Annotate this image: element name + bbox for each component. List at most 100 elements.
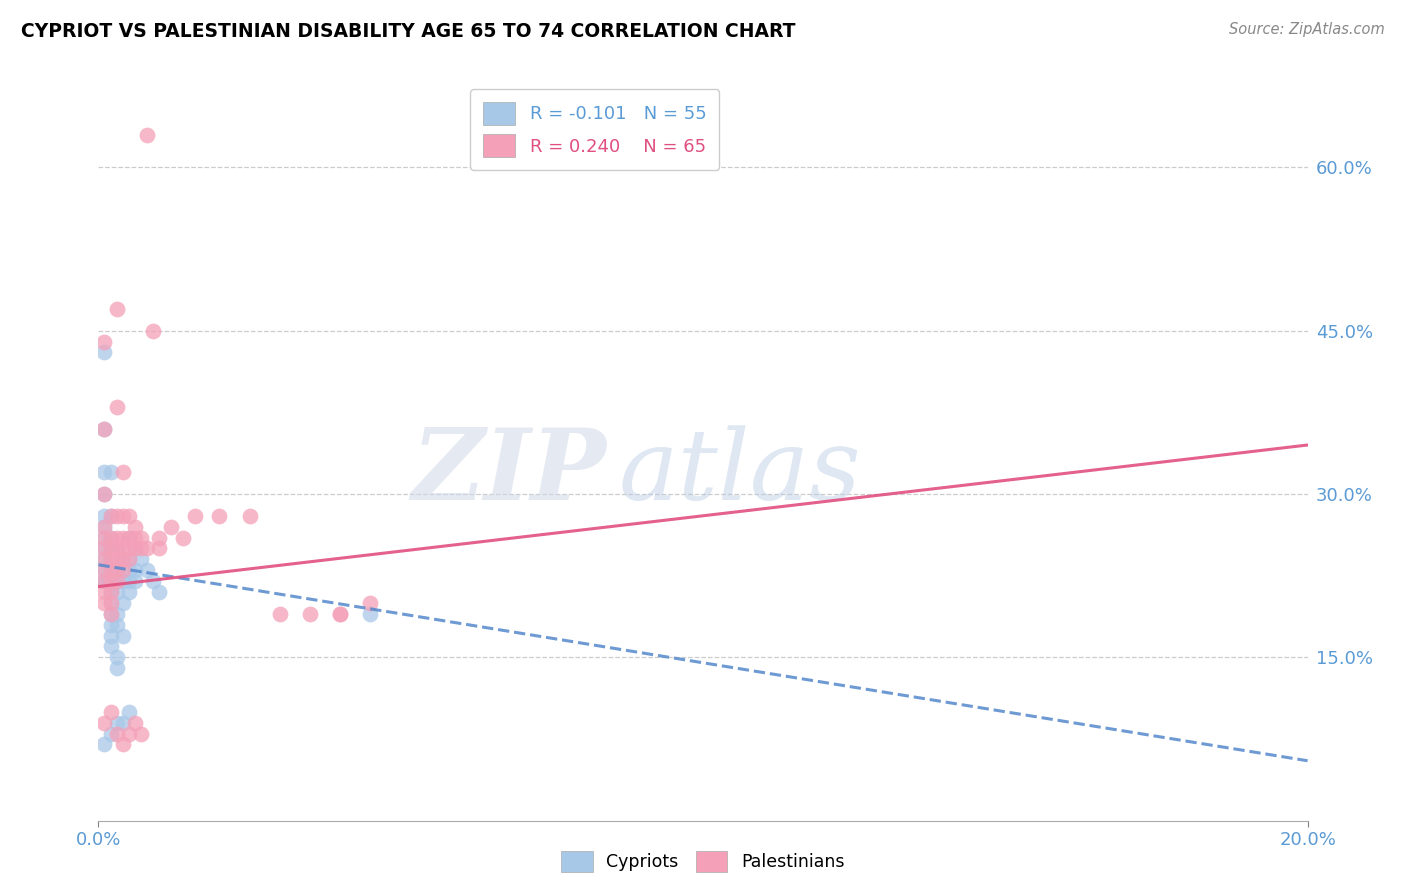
Point bbox=[100, 726, 122, 740]
Point bbox=[105, 508, 128, 523]
Point bbox=[105, 541, 128, 556]
Point bbox=[105, 552, 128, 566]
Point bbox=[100, 596, 122, 610]
Point bbox=[93, 563, 115, 577]
Point bbox=[100, 607, 122, 621]
Point bbox=[93, 574, 115, 588]
Point bbox=[118, 563, 141, 577]
Point bbox=[329, 607, 352, 621]
Point bbox=[100, 705, 122, 719]
Point bbox=[129, 541, 152, 556]
Point bbox=[100, 531, 122, 545]
Point bbox=[148, 531, 170, 545]
Point bbox=[111, 715, 134, 730]
Point bbox=[118, 531, 141, 545]
Point bbox=[93, 345, 115, 359]
Point bbox=[93, 334, 115, 349]
Point bbox=[124, 541, 146, 556]
Point bbox=[129, 726, 152, 740]
Point bbox=[118, 574, 141, 588]
Point bbox=[100, 563, 122, 577]
Point bbox=[93, 585, 115, 599]
Point bbox=[124, 563, 146, 577]
Point bbox=[129, 552, 152, 566]
Point bbox=[105, 301, 128, 316]
Point bbox=[93, 487, 115, 501]
Point bbox=[100, 585, 122, 599]
Point bbox=[100, 541, 122, 556]
Point bbox=[142, 324, 165, 338]
Point bbox=[135, 563, 157, 577]
Point bbox=[105, 585, 128, 599]
Point bbox=[93, 531, 115, 545]
Point bbox=[105, 400, 128, 414]
Point bbox=[105, 607, 128, 621]
Point bbox=[111, 531, 134, 545]
Point bbox=[93, 508, 115, 523]
Point bbox=[100, 508, 122, 523]
Point bbox=[135, 541, 157, 556]
Point bbox=[93, 519, 115, 533]
Point bbox=[93, 541, 115, 556]
Point bbox=[100, 552, 122, 566]
Point bbox=[100, 574, 122, 588]
Point bbox=[93, 519, 115, 533]
Point bbox=[93, 552, 115, 566]
Point bbox=[329, 607, 352, 621]
Point bbox=[105, 661, 128, 675]
Point bbox=[93, 552, 115, 566]
Point bbox=[100, 640, 122, 654]
Point bbox=[100, 508, 122, 523]
Point bbox=[100, 531, 122, 545]
Point bbox=[124, 541, 146, 556]
Point bbox=[100, 628, 122, 642]
Point bbox=[93, 563, 115, 577]
Point bbox=[118, 541, 141, 556]
Point bbox=[184, 508, 207, 523]
Point bbox=[111, 596, 134, 610]
Point bbox=[239, 508, 262, 523]
Point bbox=[111, 552, 134, 566]
Point bbox=[360, 596, 382, 610]
Legend: R = -0.101   N = 55, R = 0.240    N = 65: R = -0.101 N = 55, R = 0.240 N = 65 bbox=[470, 89, 718, 170]
Point bbox=[111, 465, 134, 479]
Point bbox=[160, 519, 183, 533]
Point bbox=[124, 574, 146, 588]
Point bbox=[118, 726, 141, 740]
Point bbox=[93, 574, 115, 588]
Point bbox=[93, 541, 115, 556]
Point bbox=[269, 607, 291, 621]
Point bbox=[172, 531, 194, 545]
Point bbox=[111, 628, 134, 642]
Point bbox=[111, 508, 134, 523]
Point bbox=[124, 519, 146, 533]
Point bbox=[111, 563, 134, 577]
Point bbox=[105, 617, 128, 632]
Point bbox=[100, 596, 122, 610]
Point bbox=[148, 541, 170, 556]
Text: atlas: atlas bbox=[619, 425, 860, 520]
Point bbox=[105, 715, 128, 730]
Point bbox=[105, 574, 128, 588]
Point bbox=[100, 574, 122, 588]
Point bbox=[93, 596, 115, 610]
Point bbox=[360, 607, 382, 621]
Point bbox=[105, 563, 128, 577]
Point bbox=[105, 541, 128, 556]
Point bbox=[124, 715, 146, 730]
Point bbox=[105, 531, 128, 545]
Point bbox=[100, 607, 122, 621]
Point bbox=[105, 563, 128, 577]
Point bbox=[93, 465, 115, 479]
Point bbox=[100, 552, 122, 566]
Point bbox=[111, 552, 134, 566]
Point bbox=[93, 574, 115, 588]
Point bbox=[111, 541, 134, 556]
Point bbox=[105, 726, 128, 740]
Text: ZIP: ZIP bbox=[412, 425, 606, 521]
Point bbox=[208, 508, 231, 523]
Point bbox=[93, 715, 115, 730]
Point bbox=[111, 574, 134, 588]
Point bbox=[118, 705, 141, 719]
Point bbox=[124, 531, 146, 545]
